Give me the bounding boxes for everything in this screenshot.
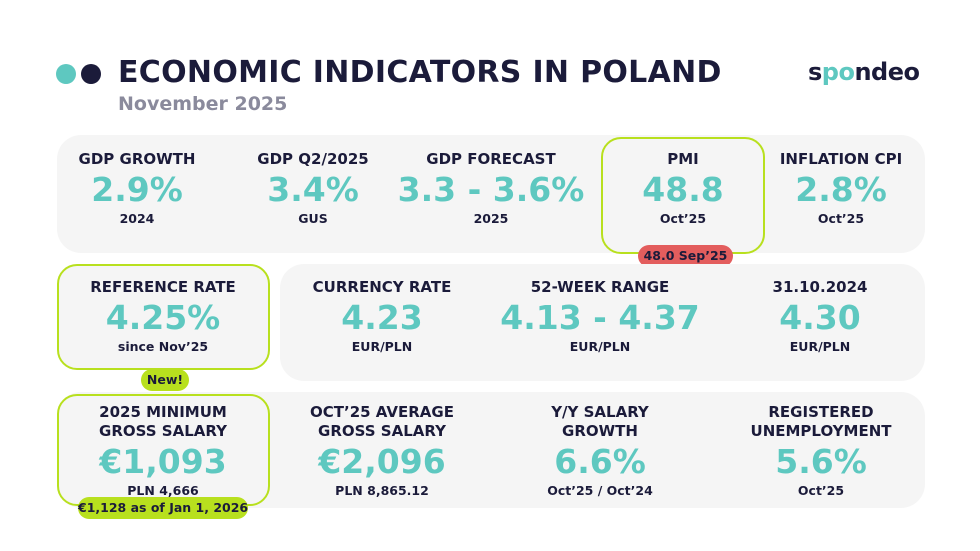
gdp-q2-card: GDP Q2/2025 3.4% GUS	[257, 150, 369, 226]
minimum-salary-2026-badge: €1,128 as of Jan 1, 2026	[78, 497, 248, 519]
minimum-salary-card: 2025 MINIMUM GROSS SALARY €1,093 PLN 4,666	[99, 403, 227, 498]
teal-dot-icon	[56, 64, 76, 84]
pmi-highlight-box	[601, 137, 765, 254]
salary-growth-card: Y/Y SALARY GROWTH 6.6% Oct’25 / Oct’24	[547, 403, 653, 498]
average-salary-card: OCT’25 AVERAGE GROSS SALARY €2,096 PLN 8,86…	[310, 403, 454, 498]
currency-rate-card: CURRENCY RATE 4.23 EUR/PLN	[312, 278, 452, 354]
pmi-previous-badge: 48.0 Sep’25	[638, 245, 733, 267]
reference-rate-card: REFERENCE RATE 4.25% since Nov’25	[90, 278, 236, 354]
inflation-card: INFLATION CPI 2.8% Oct’25	[779, 150, 903, 226]
pmi-card: PMI 48.8 Oct’25	[642, 150, 724, 226]
new-badge: New!	[141, 369, 189, 391]
gdp-growth-card: GDP GROWTH 2.9% 2024	[78, 150, 196, 226]
gdp-panel	[57, 135, 925, 253]
spondeo-logo: spondeo	[808, 58, 920, 86]
unemployment-card: REGISTERED UNEMPLOYMENT 5.6% Oct’25	[750, 403, 892, 498]
gdp-forecast-card: GDP FORECAST 3.3 - 3.6% 2025	[397, 150, 585, 226]
navy-dot-icon	[81, 64, 101, 84]
page-title: ECONOMIC INDICATORS IN POLAND	[118, 55, 722, 90]
historical-rate-card: 31.10.2024 4.30 EUR/PLN	[772, 278, 868, 354]
page-subtitle: November 2025	[118, 93, 288, 115]
52-week-range-card: 52-WEEK RANGE 4.13 - 4.37 EUR/PLN	[500, 278, 700, 354]
currency-panel	[280, 264, 925, 381]
